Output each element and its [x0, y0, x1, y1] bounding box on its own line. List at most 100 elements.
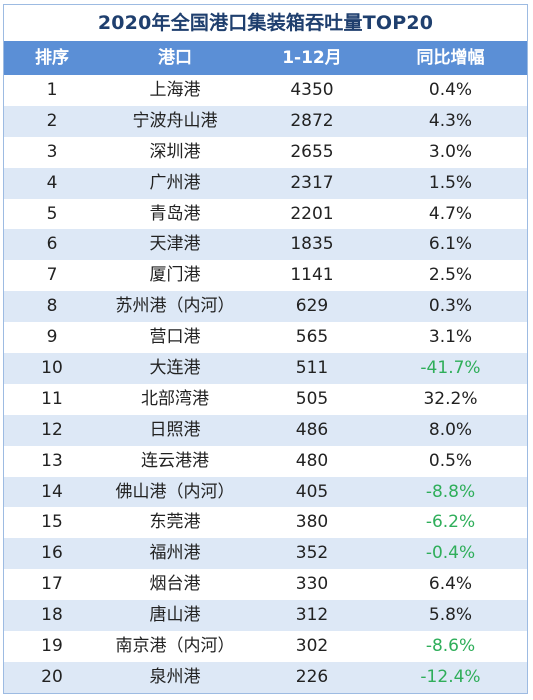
table-row: 10 大连港 511 -41.7%: [4, 353, 527, 384]
volume-cell: 565: [295, 327, 329, 348]
growth-cell: 6.4%: [428, 574, 473, 595]
rank-cell: 6: [46, 234, 58, 255]
rank-cell: 7: [46, 265, 58, 286]
rank-cell: 20: [41, 666, 63, 687]
volume-cell: 486: [295, 419, 329, 440]
rank-cell: 18: [41, 605, 63, 626]
table-row: 5 青岛港 2201 4.7%: [4, 199, 527, 230]
table-row: 19 南京港（内河） 302 -8.6%: [4, 631, 527, 662]
port-cell: 日照港: [149, 419, 201, 440]
rank-cell: 2: [46, 110, 58, 131]
growth-cell: 0.5%: [428, 450, 473, 471]
growth-cell: -41.7%: [420, 358, 481, 379]
table-title: 2020年全国港口集装箱吞吐量TOP20: [97, 12, 434, 34]
volume-cell: 480: [295, 450, 329, 471]
rank-cell: 8: [46, 296, 58, 317]
rank-cell: 10: [41, 358, 63, 379]
growth-cell: 4.3%: [428, 110, 473, 131]
growth-cell: 5.8%: [428, 605, 473, 626]
table-row: 14 佛山港（内河） 405 -8.8%: [4, 476, 527, 508]
port-cell: 厦门港: [149, 265, 201, 286]
growth-cell: 0.4%: [428, 80, 473, 100]
volume-cell: 1141: [290, 265, 334, 286]
growth-cell: -8.8%: [425, 481, 476, 502]
port-cell: 青岛港: [149, 203, 201, 224]
port-cell: 东莞港: [149, 512, 201, 533]
volume-cell: 405: [295, 481, 329, 502]
port-cell: 深圳港: [149, 141, 201, 162]
growth-cell: 6.1%: [428, 234, 473, 255]
growth-cell: 2.5%: [428, 265, 473, 286]
table-row: 8 苏州港（内河） 629 0.3%: [4, 291, 527, 323]
volume-cell: 1835: [290, 234, 334, 255]
volume-cell: 302: [295, 636, 329, 657]
growth-cell: 3.1%: [428, 327, 473, 348]
growth-cell: 0.3%: [428, 296, 473, 317]
port-cell: 北部湾港: [141, 388, 209, 409]
volume-cell: 352: [295, 543, 329, 564]
rank-cell: 16: [41, 543, 63, 564]
port-cell: 连云港港: [141, 450, 209, 471]
table-row: 20 泉州港 226 -12.4%: [4, 661, 527, 693]
table-row: 12 日照港 486 8.0%: [4, 414, 527, 446]
growth-cell: 4.7%: [428, 203, 473, 224]
port-cell: 烟台港: [149, 574, 201, 595]
rank-cell: 19: [41, 636, 63, 657]
header-port: 港口: [158, 48, 192, 68]
rank-cell: 13: [41, 450, 63, 471]
rank-cell: 14: [41, 481, 63, 502]
port-cell: 苏州港（内河）: [115, 296, 235, 317]
rank-cell: 1: [46, 80, 58, 100]
table-row: 1 上海港 4350 0.4%: [4, 75, 527, 106]
volume-cell: 4350: [290, 80, 334, 100]
port-cell: 大连港: [149, 358, 201, 379]
port-cell: 福州港: [149, 543, 201, 564]
table-row: 17 烟台港 330 6.4%: [4, 569, 527, 600]
rank-cell: 12: [41, 419, 63, 440]
header-volume: 1-12月: [282, 48, 342, 68]
port-cell: 唐山港: [149, 605, 201, 626]
volume-cell: 226: [295, 666, 329, 687]
port-cell: 南京港（内河）: [115, 636, 235, 657]
table-row: 4 广州港 2317 1.5%: [4, 167, 527, 199]
growth-cell: 3.0%: [428, 141, 473, 162]
port-cell: 营口港: [149, 327, 201, 348]
rank-cell: 15: [41, 512, 63, 533]
table-row: 7 厦门港 1141 2.5%: [4, 260, 527, 291]
growth-cell: -12.4%: [420, 666, 481, 687]
growth-cell: 1.5%: [428, 172, 473, 193]
table-row: 15 东莞港 380 -6.2%: [4, 507, 527, 538]
port-cell: 上海港: [149, 80, 201, 100]
rank-cell: 17: [41, 574, 63, 595]
growth-cell: -8.6%: [425, 636, 476, 657]
table-row: 16 福州港 352 -0.4%: [4, 538, 527, 570]
port-cell: 宁波舟山港: [132, 110, 218, 131]
rank-cell: 4: [46, 172, 58, 193]
table-row: 9 营口港 565 3.1%: [4, 322, 527, 353]
table-row: 2 宁波舟山港 2872 4.3%: [4, 105, 527, 137]
volume-cell: 2201: [290, 203, 334, 224]
port-cell: 天津港: [149, 234, 201, 255]
port-cell: 泉州港: [149, 666, 201, 687]
table-row: 11 北部湾港 505 32.2%: [4, 384, 527, 415]
header-rank: 排序: [35, 48, 69, 68]
growth-cell: 8.0%: [428, 419, 473, 440]
table-row: 13 连云港港 480 0.5%: [4, 446, 527, 477]
rank-cell: 3: [46, 141, 58, 162]
rank-cell: 9: [46, 327, 58, 348]
rank-cell: 5: [46, 203, 58, 224]
volume-cell: 629: [295, 296, 329, 317]
volume-cell: 312: [295, 605, 329, 626]
table-row: 18 唐山港 312 5.8%: [4, 600, 527, 632]
table-row: 3 深圳港 2655 3.0%: [4, 137, 527, 168]
volume-cell: 2872: [290, 110, 334, 131]
port-cell: 佛山港（内河）: [115, 481, 235, 502]
port-cell: 广州港: [149, 172, 201, 193]
volume-cell: 505: [295, 388, 329, 409]
growth-cell: -0.4%: [425, 543, 476, 564]
header-growth: 同比增幅: [416, 48, 485, 68]
rank-cell: 11: [41, 388, 63, 409]
table-row: 6 天津港 1835 6.1%: [4, 229, 527, 261]
table-body: 1 上海港 4350 0.4% 2 宁波舟山港 2872 4.3% 3 深圳港 2655 3.0% 4 广…: [4, 75, 527, 693]
volume-cell: 2317: [290, 172, 334, 193]
